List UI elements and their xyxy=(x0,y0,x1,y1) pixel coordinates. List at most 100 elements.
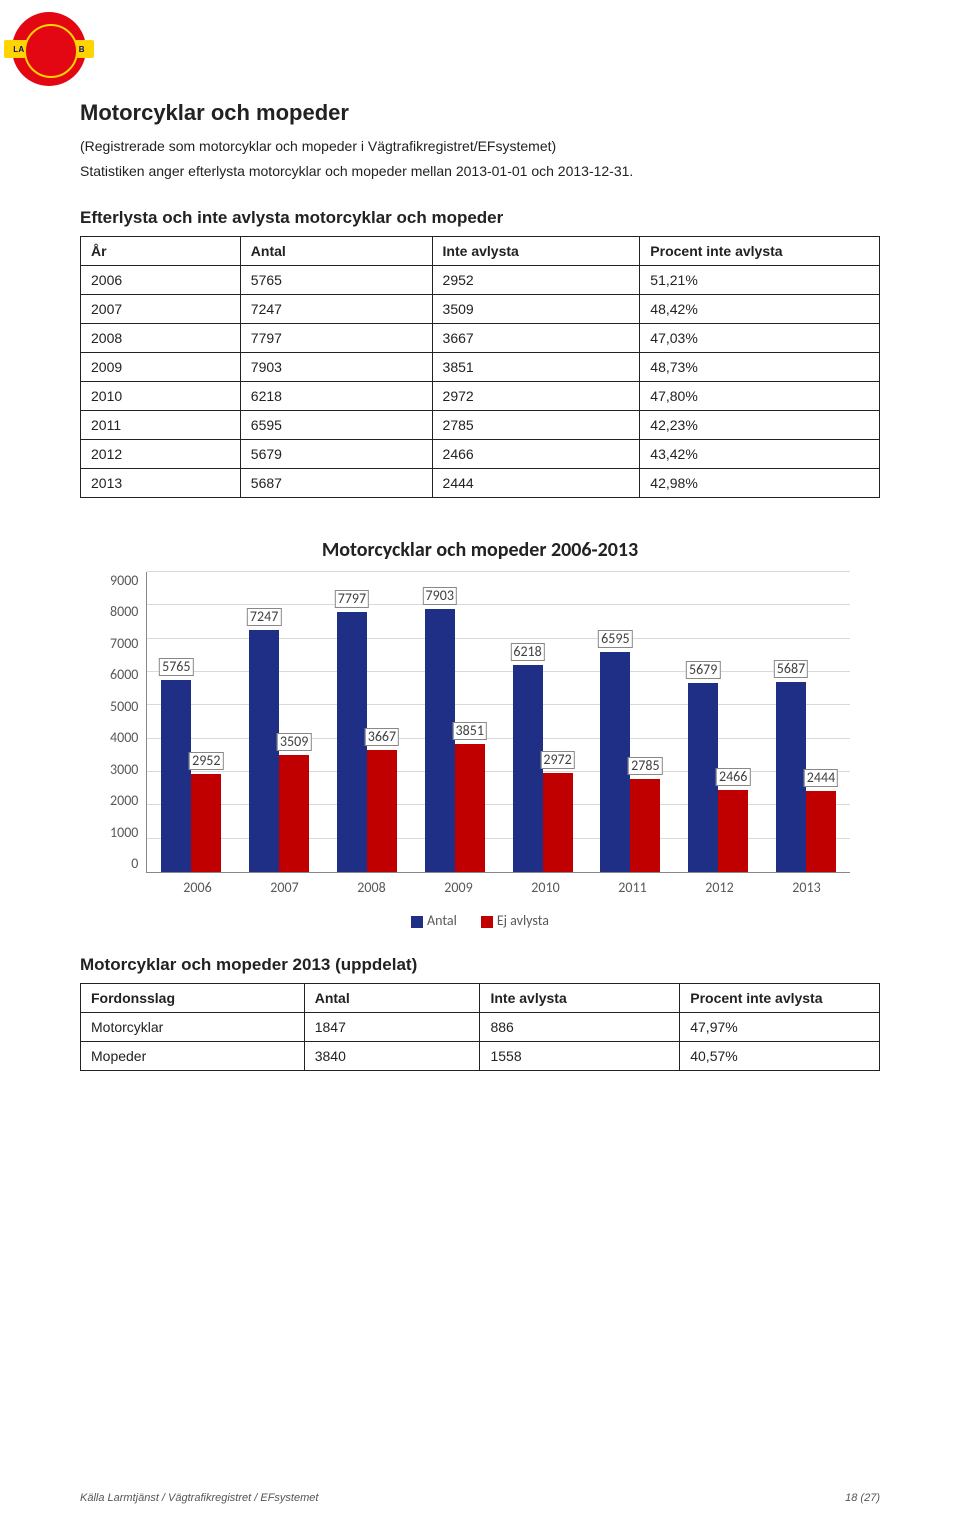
table-header-cell: År xyxy=(81,237,241,266)
chart-legend-swatch xyxy=(481,916,493,928)
chart-bar: 2444 xyxy=(806,791,836,872)
chart-bar-group: 56792466 xyxy=(688,683,748,872)
chart-bar-label: 3509 xyxy=(277,733,311,751)
larmtjanst-logo: LARMTJÄNST AB xyxy=(4,4,94,94)
chart-x-tick: 2011 xyxy=(603,879,663,896)
chart-bar-group: 77973667 xyxy=(337,612,397,872)
table-header-row: ÅrAntalInte avlystaProcent inte avlysta xyxy=(81,237,880,266)
table-cell: 2785 xyxy=(432,411,640,440)
table-cell: 6218 xyxy=(240,382,432,411)
chart-x-tick: 2010 xyxy=(516,879,576,896)
table-cell: 2008 xyxy=(81,324,241,353)
chart-bar: 2785 xyxy=(630,779,660,872)
chart-bar-label: 2466 xyxy=(716,768,750,786)
chart-bar-label: 5679 xyxy=(686,661,720,679)
chart-bar: 7903 xyxy=(425,609,455,872)
chart-x-tick: 2007 xyxy=(255,879,315,896)
chart-bar: 5687 xyxy=(776,682,806,872)
chart-legend-label: Antal xyxy=(427,912,457,929)
table-cell: 2444 xyxy=(432,469,640,498)
chart-bar-label: 7903 xyxy=(423,587,457,605)
table-row: 20125679246643,42% xyxy=(81,440,880,469)
chart-y-tick: 3000 xyxy=(110,761,138,778)
table-cell: 48,73% xyxy=(640,353,880,382)
table-row: 20065765295251,21% xyxy=(81,266,880,295)
chart-bar-label: 6595 xyxy=(598,630,632,648)
chart-bar-label: 2952 xyxy=(189,752,223,770)
motorcycles-chart: Motorcycklar och mopeder 2006-2013 90008… xyxy=(110,538,850,929)
chart-area: 9000800070006000500040003000200010000 57… xyxy=(110,572,850,873)
table-cell: 2006 xyxy=(81,266,241,295)
chart-bar-label: 7797 xyxy=(335,590,369,608)
chart-y-tick: 7000 xyxy=(110,635,138,652)
chart-bar-label: 7247 xyxy=(247,608,281,626)
table-cell: 2009 xyxy=(81,353,241,382)
table-cell: 47,97% xyxy=(680,1013,880,1042)
chart-legend: Antal Ej avlysta xyxy=(110,912,850,929)
chart-bar-label: 2785 xyxy=(628,757,662,775)
chart-x-tick: 2009 xyxy=(429,879,489,896)
chart-y-tick: 1000 xyxy=(110,824,138,841)
table-cell: 886 xyxy=(480,1013,680,1042)
chart-x-tick: 2006 xyxy=(168,879,228,896)
table-cell: 2010 xyxy=(81,382,241,411)
chart-x-tick: 2013 xyxy=(777,879,837,896)
table-cell: 7903 xyxy=(240,353,432,382)
table-cell: 1847 xyxy=(304,1013,480,1042)
page-footer: Källa Larmtjänst / Vägtrafikregistret / … xyxy=(80,1492,880,1504)
chart-bar: 3851 xyxy=(455,744,485,872)
table-header-row: FordonsslagAntalInte avlystaProcent inte… xyxy=(81,984,880,1013)
chart-legend-item: Ej avlysta xyxy=(481,912,549,929)
chart-legend-item: Antal xyxy=(411,912,457,929)
table-row: 20097903385148,73% xyxy=(81,353,880,382)
table-cell: 1558 xyxy=(480,1042,680,1071)
chart-legend-label: Ej avlysta xyxy=(497,912,549,929)
table-cell: 2972 xyxy=(432,382,640,411)
chart-bar-group: 72473509 xyxy=(249,630,309,872)
chart-bar-label: 5687 xyxy=(774,660,808,678)
table-header-cell: Procent inte avlysta xyxy=(680,984,880,1013)
chart-bar-label: 2972 xyxy=(540,751,574,769)
table-cell: Motorcyklar xyxy=(81,1013,305,1042)
chart-bar: 2466 xyxy=(718,790,748,872)
chart-bar: 5765 xyxy=(161,680,191,872)
table-cell: 3851 xyxy=(432,353,640,382)
table-header-cell: Inte avlysta xyxy=(480,984,680,1013)
chart-x-tick: 2012 xyxy=(690,879,750,896)
table-cell: 48,42% xyxy=(640,295,880,324)
table-cell: 2952 xyxy=(432,266,640,295)
table-cell: 5765 xyxy=(240,266,432,295)
table-cell: 47,80% xyxy=(640,382,880,411)
table-cell: 2466 xyxy=(432,440,640,469)
table-cell: 7797 xyxy=(240,324,432,353)
chart-x-axis: 2006 2007 2008 2009 2010 2011 2012 2013 xyxy=(154,879,850,896)
table-cell: 2007 xyxy=(81,295,241,324)
table-row: 20087797366747,03% xyxy=(81,324,880,353)
table-header-cell: Inte avlysta xyxy=(432,237,640,266)
table-header-cell: Antal xyxy=(240,237,432,266)
table-cell: 3667 xyxy=(432,324,640,353)
table2-heading: Motorcyklar och mopeder 2013 (uppdelat) xyxy=(80,955,880,975)
table-cell: 40,57% xyxy=(680,1042,880,1071)
chart-bars-row: 5765295272473509779736677903385162182972… xyxy=(147,572,850,872)
chart-title: Motorcycklar och mopeder 2006-2013 xyxy=(110,538,850,562)
table-cell: 51,21% xyxy=(640,266,880,295)
chart-bar: 7247 xyxy=(249,630,279,872)
chart-y-tick: 6000 xyxy=(110,666,138,683)
chart-bar-label: 2444 xyxy=(804,769,838,787)
chart-y-tick: 5000 xyxy=(110,698,138,715)
chart-bar: 5679 xyxy=(688,683,718,872)
chart-y-tick: 8000 xyxy=(110,603,138,620)
table-header-cell: Antal xyxy=(304,984,480,1013)
chart-bar: 3509 xyxy=(279,755,309,872)
chart-bar: 2972 xyxy=(543,773,573,872)
chart-y-axis: 9000800070006000500040003000200010000 xyxy=(110,572,146,872)
chart-plot: 5765295272473509779736677903385162182972… xyxy=(146,572,850,873)
table-cell: 5679 xyxy=(240,440,432,469)
chart-bar: 3667 xyxy=(367,750,397,872)
intro-line-1: (Registrerade som motorcyklar och mopede… xyxy=(80,136,880,157)
chart-y-tick: 2000 xyxy=(110,792,138,809)
chart-x-tick: 2008 xyxy=(342,879,402,896)
table-cell: 2012 xyxy=(81,440,241,469)
chart-bar-label: 3851 xyxy=(453,722,487,740)
